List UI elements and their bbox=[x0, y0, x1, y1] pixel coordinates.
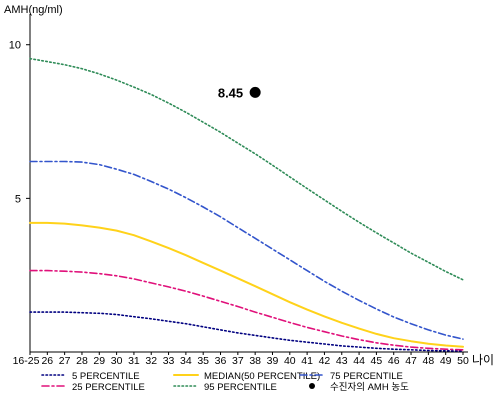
x-tick-label: 30 bbox=[111, 355, 123, 367]
x-tick-label: 44 bbox=[353, 355, 365, 367]
x-ticks: 16-25 26 27 28 29 30 31 32 33 34 35 36 37 38 39 40 41 42 4… bbox=[13, 352, 469, 367]
x-tick-label: 49 bbox=[440, 355, 452, 367]
legend-label-3: MEDIAN(50 PERCENTILE) bbox=[204, 371, 320, 382]
x-tick-label: 38 bbox=[249, 355, 261, 367]
legend-label-2: 25 PERCENTILE bbox=[72, 382, 145, 393]
x-tick-label: 31 bbox=[128, 355, 140, 367]
x-tick-label: 47 bbox=[405, 355, 417, 367]
patient-amh-marker bbox=[249, 86, 261, 98]
x-tick-label: 28 bbox=[76, 355, 88, 367]
x-tick-label: 45 bbox=[371, 355, 383, 367]
series-lines bbox=[29, 57, 464, 352]
series-line-3 bbox=[29, 221, 464, 348]
x-tick-label: 16-25 bbox=[13, 355, 40, 367]
legend-label-4: 75 PERCENTILE bbox=[330, 371, 403, 382]
y-ticks: 5 10 bbox=[9, 40, 30, 205]
series-line-2 bbox=[29, 269, 464, 351]
x-tick-label: 29 bbox=[93, 355, 105, 367]
x-tick-label: 27 bbox=[59, 355, 71, 367]
y-axis-label: AMH(ng/ml) bbox=[4, 4, 63, 16]
patient-amh-label: 8.45 bbox=[218, 85, 243, 100]
x-tick-label: 48 bbox=[423, 355, 435, 367]
x-tick-label: 41 bbox=[301, 355, 313, 367]
legend-marker-swatch bbox=[309, 383, 315, 389]
legend-label-5: 95 PERCENTILE bbox=[204, 382, 277, 393]
x-tick-label: 34 bbox=[180, 355, 192, 367]
x-tick-label: 50 bbox=[457, 355, 469, 367]
x-tick-label: 35 bbox=[197, 355, 209, 367]
x-tick-label: 46 bbox=[388, 355, 400, 367]
y-tick-label: 5 bbox=[15, 193, 21, 205]
y-tick-label: 10 bbox=[9, 40, 21, 52]
x-tick-label: 36 bbox=[215, 355, 227, 367]
marker-group: 8.45 bbox=[218, 85, 261, 100]
legend: 5 PERCENTILE MEDIAN(50 PERCENTILE) 75 PERC… bbox=[41, 371, 409, 393]
x-tick-label: 39 bbox=[267, 355, 279, 367]
x-tick-label: 37 bbox=[232, 355, 244, 367]
axes: AMH(ng/ml) 나이 bbox=[4, 4, 494, 367]
x-tick-label: 42 bbox=[319, 355, 331, 367]
x-tick-label: 43 bbox=[336, 355, 348, 367]
series-line-1 bbox=[29, 311, 464, 352]
x-tick-label: 26 bbox=[41, 355, 53, 367]
x-tick-label: 32 bbox=[145, 355, 157, 367]
series-line-5 bbox=[29, 57, 464, 281]
x-tick-label: 33 bbox=[163, 355, 175, 367]
series-line-4 bbox=[29, 160, 464, 340]
x-tick-label: 40 bbox=[284, 355, 296, 367]
legend-label-1: 5 PERCENTILE bbox=[72, 371, 140, 382]
x-axis-label: 나이 bbox=[472, 353, 494, 367]
legend-marker-label: 수진자의 AMH 농도 bbox=[330, 382, 409, 393]
